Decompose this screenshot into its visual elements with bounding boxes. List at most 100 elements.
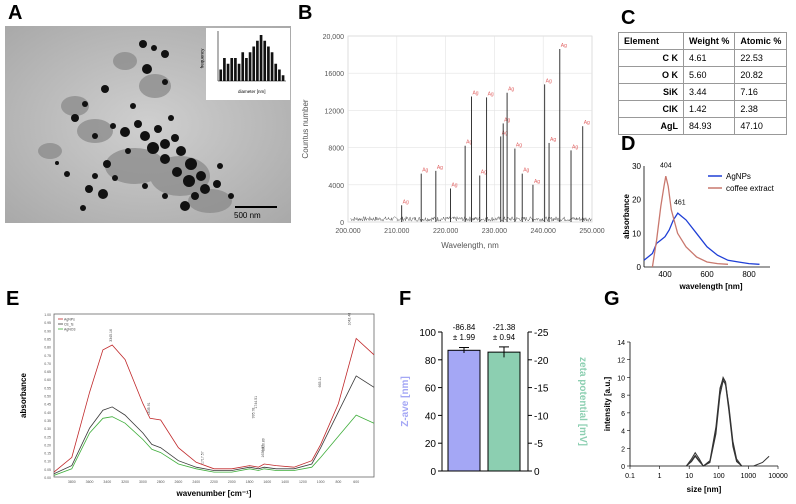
x-tick-label: 400	[658, 270, 672, 279]
table-header-atomic: Atomic %	[734, 32, 788, 50]
table-cell: 22.53	[734, 49, 788, 67]
y-tick-label: -20	[534, 356, 549, 367]
x-axis-label: wavelength [nm]	[678, 282, 742, 291]
x-tick-label: 1200	[299, 480, 307, 484]
x-tick-label: 230.000	[482, 228, 507, 235]
x-tick-label: 3600	[86, 480, 94, 484]
histogram-bar	[278, 69, 281, 81]
peak-annotation: 1635.91	[147, 402, 151, 415]
bar	[487, 351, 521, 472]
histogram-xlabel: diameter [nm]	[238, 89, 266, 94]
table-cell: O K	[618, 66, 684, 84]
y-tick-label: -10	[534, 411, 549, 422]
y-tick-label: 20	[425, 439, 437, 450]
peak-marker: Ag	[472, 90, 478, 96]
x-tick-label: 1	[658, 473, 662, 480]
scale-bar-label: 500 nm	[234, 211, 261, 220]
y-tick-label: 0.80	[44, 346, 51, 350]
table-cell: 1.42	[682, 100, 736, 118]
y-tick-label: 0.60	[44, 378, 51, 382]
y-tick-label: 0.90	[44, 329, 51, 333]
table-cell: SiK	[618, 83, 684, 101]
y-axis-label-right: zeta potential [mV]	[577, 357, 588, 446]
panel-label-g: G	[604, 288, 620, 310]
x-axis-label: size [nm]	[687, 485, 722, 494]
peak-annotation: 1636.87	[261, 445, 265, 458]
chart-d: 0 10 20 30 400 600 800 404 461 AgNPs coffee extrac…	[622, 162, 775, 291]
legend-label: AgNO3	[64, 328, 76, 332]
x-tick-label: 1600	[263, 480, 271, 484]
x-tick-label: 3800	[68, 480, 76, 484]
table-cell: AgL	[618, 117, 684, 135]
x-tick-label: 2600	[175, 480, 183, 484]
table-cell: C K	[618, 49, 684, 67]
histogram-inset: frequency diameter [nm]	[199, 28, 290, 100]
peak-annotation: 3345.16	[109, 329, 113, 342]
y-tick-label: 0.50	[44, 395, 51, 399]
peak-annotation: 1717.57	[200, 451, 204, 464]
histogram-bar	[263, 40, 267, 81]
x-tick-label: 250.000	[579, 228, 604, 235]
y-tick-label: -25	[534, 328, 549, 339]
panel-label-b: B	[298, 2, 313, 24]
y-tick-label: 14	[617, 340, 625, 347]
histogram-bar	[281, 75, 285, 81]
y-tick-label: 0.00	[44, 476, 51, 480]
y-tick-label: 20,000	[323, 34, 345, 41]
histogram-bar	[234, 58, 237, 81]
data-label: -86.84	[453, 323, 476, 332]
y-tick-label: 80	[425, 356, 437, 367]
x-tick-label: 210.000	[384, 228, 409, 235]
peak-marker: Ag	[572, 144, 578, 150]
chart-b: 0 4000 8000 12000 16000 20,000 200.000 210.000 2…	[301, 34, 605, 250]
y-tick-label: 0.45	[44, 403, 51, 407]
chart-f: 0 20 40 60 80 100 0 -5 -10 -15 -20 -25 -86.84± 1.99 -…	[400, 323, 588, 478]
peak-marker: Ag	[534, 179, 540, 185]
y-tick-label: 20	[632, 196, 641, 205]
y-tick-label: 0.75	[44, 354, 51, 358]
y-tick-label: 0	[340, 220, 344, 227]
x-tick-label: 800	[336, 480, 342, 484]
y-axis-label: absorbance	[622, 193, 631, 238]
peak-marker: Ag	[451, 183, 457, 189]
series-line	[53, 414, 375, 476]
data-label: -21.38	[493, 323, 516, 332]
x-tick-label: 1400	[281, 480, 289, 484]
histogram-bar	[252, 46, 256, 81]
peak-annotation: 1042.48	[348, 313, 352, 326]
peak-marker: Ag	[437, 165, 443, 171]
y-tick-label: 6	[621, 411, 625, 418]
panel-label-c: C	[621, 7, 636, 29]
plot-frame	[347, 35, 593, 223]
peak-marker: Ag	[466, 140, 472, 146]
legend-label: CE_fs	[64, 323, 74, 327]
table-header-row: Element Weight % Atomic %	[618, 32, 788, 50]
peak-annotation: 663.11	[318, 377, 322, 387]
chart-g: 0 2 4 6 8 10 12 14 0.1 1 10 100 1000 10000 size [nm] in…	[603, 340, 788, 494]
table-cell: 20.82	[734, 66, 788, 84]
table-cell: 84.93	[682, 117, 736, 135]
peak-annotation: 404	[660, 163, 672, 170]
plot-frame	[53, 313, 375, 478]
y-tick-label: 0.65	[44, 370, 51, 374]
y-tick-label: 0.05	[44, 468, 51, 472]
series-line	[53, 375, 375, 475]
table-header-weight: Weight %	[682, 32, 736, 50]
histogram-bar	[270, 52, 274, 81]
panel-label-d: D	[621, 133, 636, 155]
table-header-element: Element	[618, 32, 684, 50]
data-label: ± 0.94	[493, 333, 516, 342]
x-tick-label: 200.000	[335, 228, 360, 235]
peak-marker: Ag	[561, 43, 567, 49]
peak-marker: Ag	[481, 170, 487, 176]
y-tick-label: 10	[617, 375, 625, 382]
panel-label-e: E	[6, 288, 20, 310]
y-tick-label: 0.95	[44, 321, 51, 325]
y-tick-label: 0	[430, 467, 436, 478]
y-tick-label: 12	[617, 358, 625, 365]
x-tick-label: 240.000	[531, 228, 556, 235]
table-cell: 5.60	[682, 66, 736, 84]
peak-marker: Ag	[550, 137, 556, 143]
y-tick-label: 0.85	[44, 337, 51, 341]
x-tick-label: 0.1	[625, 473, 635, 480]
